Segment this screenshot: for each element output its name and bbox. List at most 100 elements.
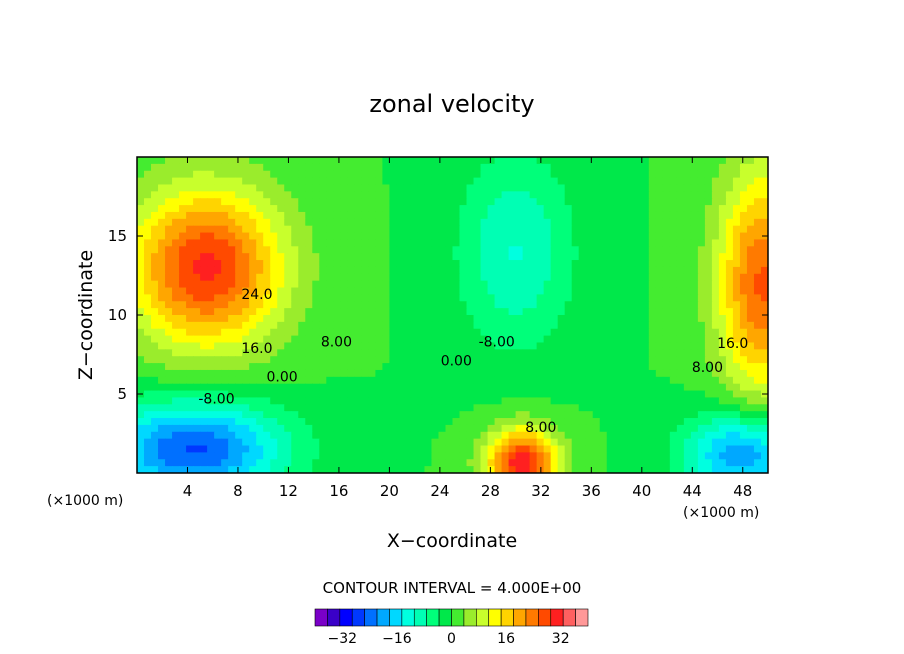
heatmap-cell bbox=[466, 335, 475, 344]
heatmap-cell bbox=[564, 198, 573, 206]
heatmap-cell bbox=[732, 177, 741, 186]
heatmap-cell bbox=[613, 280, 622, 289]
heatmap-cell bbox=[704, 418, 713, 426]
heatmap-cell bbox=[158, 191, 166, 199]
heatmap-cell bbox=[403, 308, 412, 316]
heatmap-cell bbox=[648, 266, 657, 275]
heatmap-cell bbox=[515, 328, 524, 337]
heatmap-cell bbox=[732, 211, 741, 220]
heatmap-cell bbox=[284, 198, 292, 206]
heatmap-cell bbox=[277, 294, 285, 302]
heatmap-cell bbox=[648, 205, 657, 213]
heatmap-cell bbox=[396, 198, 405, 206]
heatmap-cell bbox=[361, 342, 369, 350]
heatmap-cell bbox=[417, 260, 426, 268]
heatmap-cell bbox=[452, 170, 461, 179]
heatmap-cell bbox=[543, 459, 552, 467]
heatmap-cell bbox=[571, 376, 580, 385]
heatmap-cell bbox=[690, 280, 699, 289]
heatmap-cell bbox=[494, 431, 503, 440]
heatmap-cell bbox=[459, 225, 468, 234]
heatmap-cell bbox=[543, 315, 552, 323]
heatmap-cell bbox=[480, 321, 489, 330]
heatmap-cell bbox=[375, 184, 383, 192]
heatmap-cell bbox=[655, 321, 664, 330]
heatmap-cell bbox=[228, 342, 236, 350]
heatmap-cell bbox=[578, 466, 587, 473]
heatmap-cell bbox=[536, 280, 545, 289]
heatmap-cell bbox=[228, 452, 236, 460]
heatmap-cell bbox=[284, 418, 292, 426]
heatmap-cell bbox=[424, 404, 433, 412]
heatmap-cell bbox=[536, 266, 545, 275]
heatmap-cell bbox=[410, 308, 419, 316]
heatmap-cell bbox=[508, 315, 517, 323]
heatmap-cell bbox=[662, 445, 671, 453]
heatmap-cell bbox=[613, 452, 622, 460]
heatmap-cell bbox=[389, 383, 398, 392]
heatmap-cell bbox=[340, 418, 348, 426]
heatmap-cell bbox=[522, 466, 531, 473]
heatmap-cell bbox=[459, 383, 468, 392]
heatmap-cell bbox=[515, 170, 524, 179]
heatmap-cell bbox=[578, 266, 587, 275]
heatmap-cell bbox=[319, 157, 327, 165]
heatmap-cell bbox=[739, 431, 748, 440]
heatmap-cell bbox=[746, 266, 755, 275]
heatmap-cell bbox=[445, 184, 454, 192]
heatmap-cell bbox=[508, 383, 517, 392]
heatmap-cell bbox=[662, 459, 671, 467]
heatmap-cell bbox=[312, 211, 320, 220]
heatmap-cell bbox=[347, 452, 355, 460]
heatmap-cell bbox=[389, 431, 398, 440]
heatmap-cell bbox=[529, 321, 538, 330]
heatmap-cell bbox=[627, 459, 636, 467]
heatmap-cell bbox=[634, 163, 643, 172]
heatmap-cell bbox=[683, 218, 692, 227]
heatmap-cell bbox=[466, 273, 475, 282]
heatmap-cell bbox=[676, 431, 685, 440]
heatmap-cell bbox=[382, 253, 390, 261]
heatmap-cell bbox=[676, 445, 685, 453]
heatmap-cell bbox=[613, 342, 622, 350]
heatmap-cell bbox=[515, 205, 524, 213]
heatmap-cell bbox=[627, 328, 636, 337]
heatmap-cell bbox=[627, 411, 636, 419]
heatmap-cell bbox=[662, 438, 671, 447]
heatmap-cell bbox=[172, 170, 180, 179]
heatmap-cell bbox=[277, 390, 285, 399]
heatmap-cell bbox=[200, 356, 208, 364]
heatmap-cell bbox=[221, 342, 229, 350]
heatmap-cell bbox=[529, 157, 538, 165]
heatmap-cell bbox=[172, 404, 180, 412]
heatmap-cell bbox=[137, 170, 145, 179]
heatmap-cell bbox=[179, 424, 187, 433]
heatmap-cell bbox=[732, 383, 741, 392]
heatmap-cell bbox=[221, 383, 229, 392]
heatmap-cell bbox=[578, 253, 587, 261]
heatmap-cell bbox=[613, 349, 622, 357]
heatmap-cell bbox=[179, 218, 187, 227]
heatmap-cell bbox=[193, 363, 201, 371]
heatmap-cell bbox=[669, 376, 678, 385]
heatmap-cell bbox=[634, 390, 643, 399]
heatmap-cell bbox=[172, 198, 180, 206]
heatmap-cell bbox=[347, 321, 355, 330]
heatmap-cell bbox=[137, 342, 145, 350]
heatmap-cell bbox=[536, 287, 545, 295]
heatmap-cell bbox=[487, 390, 496, 399]
heatmap-cell bbox=[620, 273, 629, 282]
heatmap-cell bbox=[739, 424, 748, 433]
heatmap-cell bbox=[235, 431, 243, 440]
heatmap-cell bbox=[627, 418, 636, 426]
heatmap-cell bbox=[403, 260, 412, 268]
heatmap-cell bbox=[613, 466, 622, 473]
heatmap-cell bbox=[494, 452, 503, 460]
heatmap-cell bbox=[725, 431, 734, 440]
heatmap-cell bbox=[256, 411, 264, 419]
heatmap-cell bbox=[137, 383, 145, 392]
heatmap-cell bbox=[655, 404, 664, 412]
heatmap-cell bbox=[186, 342, 194, 350]
heatmap-cell bbox=[494, 438, 503, 447]
heatmap-cell bbox=[424, 459, 433, 467]
